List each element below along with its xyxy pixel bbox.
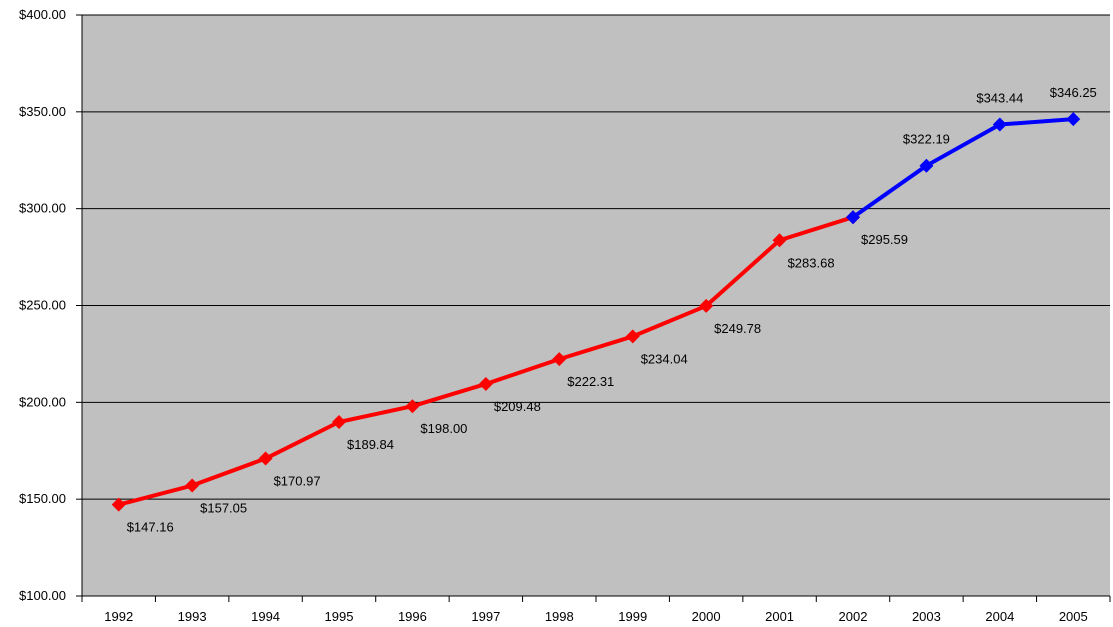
x-tick-label: 1993 — [178, 609, 207, 624]
x-tick-label: 1998 — [545, 609, 574, 624]
y-tick-label: $150.00 — [19, 491, 66, 506]
x-tick-label: 2000 — [692, 609, 721, 624]
data-label: $295.59 — [861, 232, 908, 247]
y-tick-label: $250.00 — [19, 298, 66, 313]
y-tick-label: $300.00 — [19, 201, 66, 216]
data-label: $249.78 — [714, 321, 761, 336]
x-tick-label: 1999 — [618, 609, 647, 624]
data-point-marker — [625, 329, 640, 344]
data-point-marker — [699, 298, 714, 313]
series-markers — [111, 112, 1081, 512]
x-tick-label: 1992 — [104, 609, 133, 624]
x-tick-label: 1997 — [471, 609, 500, 624]
data-point-marker — [478, 376, 493, 391]
series-line-2 — [851, 117, 1074, 219]
x-tick-label: 1994 — [251, 609, 280, 624]
data-label: $189.84 — [347, 437, 394, 452]
data-point-marker — [405, 399, 420, 414]
data-label: $209.48 — [494, 399, 541, 414]
data-point-marker — [919, 158, 934, 173]
data-point-marker — [111, 497, 126, 512]
x-tick-label: 2002 — [839, 609, 868, 624]
x-tick-label: 2005 — [1059, 609, 1088, 624]
y-axis-ticks: $100.00 $150.00 $200.00 $250.00 $300.00 $350.… — [19, 7, 82, 603]
data-label: $283.68 — [788, 255, 835, 270]
data-label: $198.00 — [420, 421, 467, 436]
data-label: $157.05 — [200, 501, 247, 516]
data-point-marker — [846, 210, 860, 225]
y-tick-label: $350.00 — [19, 104, 66, 119]
data-point-marker — [992, 117, 1007, 132]
data-point-marker — [772, 233, 787, 248]
y-tick-label: $400.00 — [19, 7, 66, 22]
data-point-marker — [258, 451, 273, 466]
data-label: $222.31 — [567, 374, 614, 389]
data-point-marker — [332, 415, 346, 430]
data-label: $343.44 — [976, 91, 1023, 106]
data-label: $234.04 — [641, 351, 688, 366]
data-point-marker — [1066, 112, 1081, 127]
x-axis-ticks: 1992 1993 1994 1995 1996 1997 1998 1999 2000 2001… — [81, 596, 1111, 624]
x-tick-label: 1995 — [325, 609, 354, 624]
x-tick-label: 2004 — [985, 609, 1014, 624]
data-point-marker — [185, 478, 200, 493]
y-tick-label: $100.00 — [19, 588, 66, 603]
y-tick-label: $200.00 — [19, 394, 66, 409]
data-labels: $147.16 $157.05 $170.97 $189.84 $198.00 $209.… — [127, 85, 1097, 535]
data-label: $147.16 — [127, 520, 174, 535]
data-label: $170.97 — [274, 474, 321, 489]
data-point-marker — [552, 352, 567, 367]
x-tick-label: 1996 — [398, 609, 427, 624]
x-tick-label: 2003 — [912, 609, 941, 624]
data-label: $346.25 — [1050, 85, 1097, 100]
gridlines — [82, 14, 1110, 500]
data-label: $322.19 — [903, 132, 950, 147]
x-tick-label: 2001 — [765, 609, 794, 624]
